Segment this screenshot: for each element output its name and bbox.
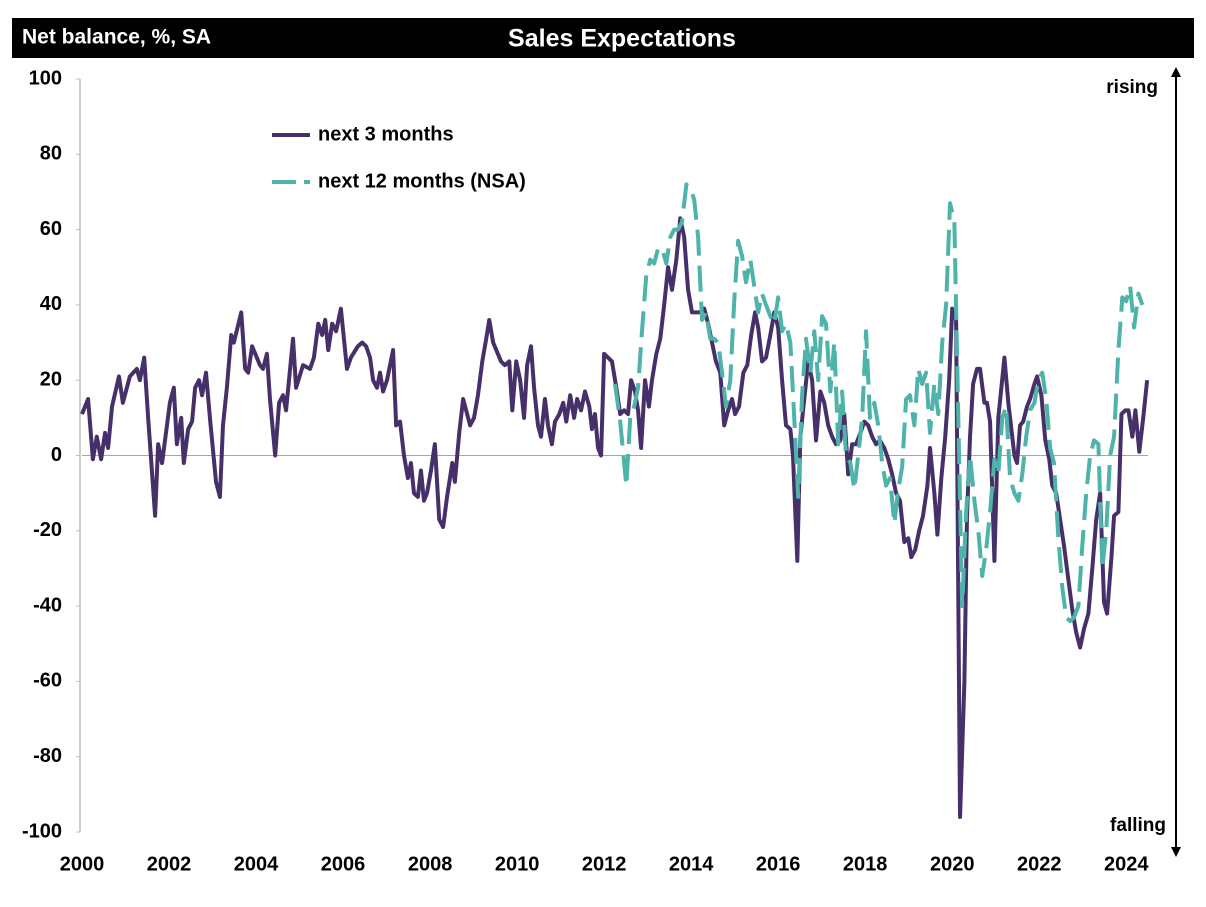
- chart-title: Sales Expectations: [508, 25, 736, 53]
- y-tick-label: -100: [22, 820, 62, 842]
- plot-area: -100 -80 -60 -40 -20 0 20 40 60 80 100 2000 2002 2004…: [22, 67, 1149, 875]
- title-bar: [12, 18, 1194, 58]
- x-tick-label: 2024: [1104, 853, 1149, 875]
- y-tick-label: -20: [33, 519, 62, 541]
- x-tick-label: 2010: [495, 853, 540, 875]
- y-tick-label: -60: [33, 670, 62, 692]
- x-tick-label: 2016: [756, 853, 801, 875]
- y-tick-label: -80: [33, 745, 62, 767]
- annotation: falling: [1110, 815, 1166, 836]
- x-tick-label: 2008: [408, 853, 453, 875]
- x-tick-label: 2004: [234, 853, 279, 875]
- x-tick-label: 2002: [147, 853, 192, 875]
- y-tick-label: 0: [51, 444, 62, 466]
- x-tick-label: 2012: [582, 853, 627, 875]
- legend-label: next 12 months (NSA): [318, 170, 526, 192]
- y-tick-label: 60: [40, 218, 62, 240]
- y-tick-label: -40: [33, 594, 62, 616]
- y-tick-label: 20: [40, 368, 62, 390]
- legend-label: next 3 months: [318, 123, 454, 145]
- x-tick-label: 2000: [60, 853, 105, 875]
- y-tick-label: 80: [40, 143, 62, 165]
- y-tick-label: 100: [29, 67, 62, 89]
- y-axis-title: Net balance, %, SA: [22, 26, 211, 49]
- x-tick-label: 2020: [930, 853, 975, 875]
- annotation: rising: [1106, 77, 1158, 98]
- x-tick-label: 2006: [321, 853, 366, 875]
- series-line: [80, 216, 1150, 819]
- x-tick-label: 2014: [669, 853, 714, 875]
- x-tick-label: 2022: [1017, 853, 1062, 875]
- series-line: [613, 182, 1145, 624]
- y-tick-label: 40: [40, 293, 62, 315]
- x-tick-label: 2018: [843, 853, 888, 875]
